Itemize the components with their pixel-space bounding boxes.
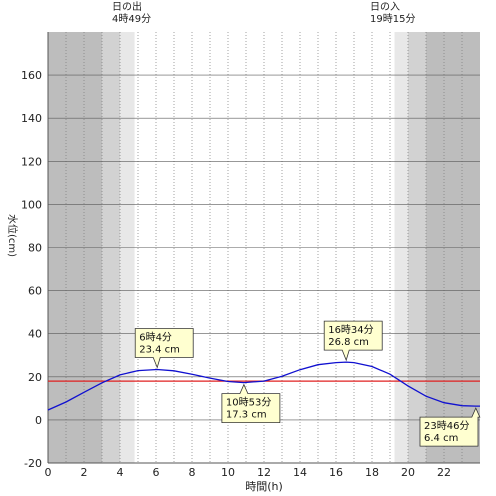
y-tick-label: 0 — [35, 414, 42, 427]
callout-time: 6時4分 — [139, 331, 172, 343]
y-tick-label: 60 — [28, 285, 42, 298]
y-tick-label: -20 — [24, 457, 42, 470]
y-tick-label: 40 — [28, 328, 42, 341]
y-tick-label: 120 — [21, 155, 42, 168]
y-tick-label: 160 — [21, 69, 42, 82]
callout-time: 23時46分 — [424, 420, 469, 432]
callout-level: 26.8 cm — [328, 337, 369, 348]
sunset-time: 19時15分 — [370, 14, 416, 25]
callout-box — [134, 328, 194, 369]
callout-level: 17.3 cm — [226, 410, 267, 421]
sunrise-time: 4時49分 — [112, 14, 152, 25]
x-tick-label: 2 — [81, 466, 88, 479]
x-axis-label: 時間(h) — [245, 480, 283, 493]
y-tick-label: 100 — [21, 198, 42, 211]
x-tick-label: 18 — [365, 466, 379, 479]
x-tick-label: 12 — [257, 466, 271, 479]
x-tick-label: 10 — [221, 466, 235, 479]
callout-box — [323, 320, 383, 362]
sunset-title: 日の入 — [370, 2, 400, 13]
y-axis-label: 水位(cm) — [6, 214, 19, 257]
x-tick-label: 0 — [45, 466, 52, 479]
x-tick-label: 20 — [401, 466, 415, 479]
callout-time: 16時34分 — [328, 324, 373, 336]
y-tick-label: 80 — [28, 242, 42, 255]
y-tick-label: 140 — [21, 112, 42, 125]
x-tick-label: 22 — [437, 466, 451, 479]
y-tick-label: 20 — [28, 371, 42, 384]
tide-curve — [47, 361, 480, 411]
sunrise-title: 日の出 — [112, 2, 142, 13]
callout-level: 6.4 cm — [424, 433, 458, 444]
x-tick-label: 14 — [293, 466, 307, 479]
x-tick-label: 6 — [153, 466, 160, 479]
callout-time: 10時53分 — [226, 397, 271, 409]
x-tick-label: 4 — [117, 466, 124, 479]
x-tick-label: 8 — [189, 466, 196, 479]
callout-box — [221, 383, 281, 424]
sunrise-label: 日の出 4時49分 — [112, 2, 151, 26]
sunset-label: 日の入 19時15分 — [370, 2, 415, 26]
callout-box — [419, 407, 481, 447]
x-tick-label: 16 — [329, 466, 343, 479]
callout-level: 23.4 cm — [139, 344, 180, 355]
